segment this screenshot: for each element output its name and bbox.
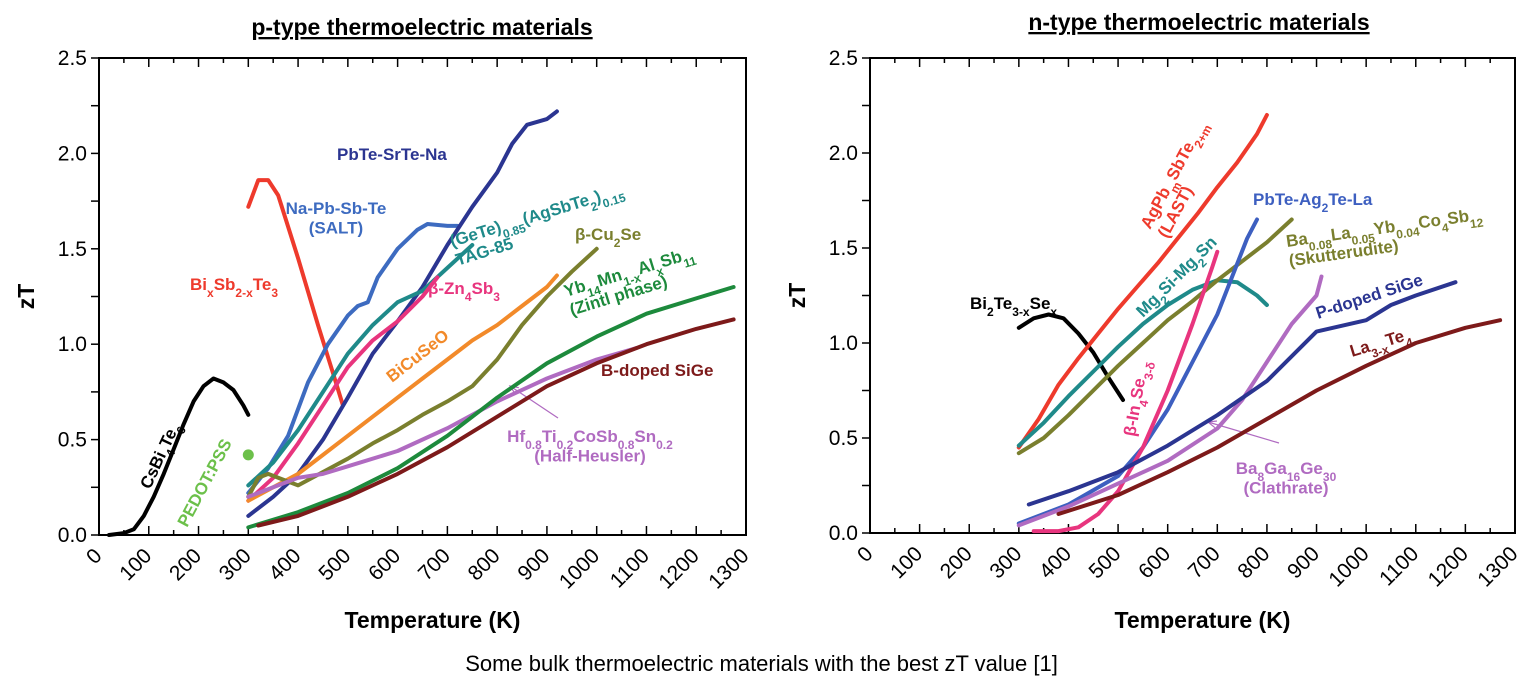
series-line-cu2se [246,246,599,499]
series-line-agpbmsbte2-m-last [1016,113,1269,450]
y-tick-label: 2.0 [58,142,87,165]
data-point-pedot-pss [242,449,254,461]
series-label-bixsb2-xte3: BixSb2-xTe3 [190,275,278,300]
series-line-hf0-8ti0-2cosb0-8sn0-2-half-heusler [246,346,639,499]
x-tick-label: 1000 [555,544,604,593]
x-tick-label: 700 [1184,542,1225,583]
x-tick-label: 1200 [1424,542,1473,591]
series-line-zn4sb3 [246,275,440,503]
series-label-b-doped-sige: B-doped SiGe [601,361,713,380]
x-tick-label: 400 [265,544,306,585]
figure-caption: Some bulk thermoelectric materials with … [465,651,1058,676]
series-line-pbte-srte-na [246,109,559,518]
series-line-b-doped-sige [256,317,736,528]
y-tick-label: 1.5 [58,238,87,261]
series-line-p-doped-sige [1026,280,1458,507]
y-tick-label: 2.5 [58,47,87,70]
y-axis-label: zT [13,284,39,310]
series-label-pedot-pss: PEDOT:PSS [174,436,236,530]
x-tick-label: 0 [82,544,107,569]
x-tick-label: 300 [985,542,1026,583]
x-tick-label: 300 [215,544,256,585]
y-tick-label: 0.5 [58,429,87,452]
series-line-bixsb2-xte3 [246,178,345,408]
p-type-chart: p-type thermoelectric materials 0 100 200 30… [13,14,754,633]
series-label-bicuseo: BiCuSeO [383,326,453,386]
series-label-pbte-srte-na: PbTe-SrTe-Na [337,145,447,164]
x-tick-label: 700 [414,544,455,585]
y-tick-label: 1.0 [58,333,87,356]
n-type-chart: n-type thermoelectric materials 0 100 200 30… [784,9,1523,633]
series-label-yb14mn1-xalxsb11-zintl-phase: Yb14Mn1-xAlxSb11(Zintl phase) [562,243,703,319]
x-tick-label: 1100 [1375,542,1423,590]
series-line-na-pb-sb-te-salt [246,222,460,495]
chart-title: n-type thermoelectric materials [1028,9,1369,35]
y-tick-label: 1.5 [829,237,858,260]
series-label-hf0-8ti0-2cosb0-8sn0-2-half-heusler: Hf0.8Ti0.2CoSb0.8Sn0.2 (Half-Heusler) [507,427,673,466]
x-tick-label: 1100 [606,544,654,592]
series-line-ba8ga16ge30-clathrate [1016,274,1324,528]
y-axis-label: zT [784,283,810,309]
series-line-bi2te3-xsex [1016,312,1125,402]
x-tick-label: 200 [165,544,206,585]
series-label-pbte-ag2te-la: PbTe-Ag2Te-La [1253,190,1373,215]
annotation-arrow [509,385,559,419]
x-tick-label: 900 [513,544,554,585]
x-tick-label: 600 [364,544,405,585]
series-label-ba0-08la0-05yb0-04co4sb12-skutterudite: Ba0.08La0.05Yb0.04Co4Sb12(Skutterudite) [1285,205,1487,271]
y-tick-label: 0.0 [58,524,87,547]
x-axis-label: Temperature (K) [345,607,521,633]
x-tick-label: 800 [464,544,505,585]
series-label-zn4sb3: β-Zn4Sb3 [428,279,500,304]
x-tick-label: 500 [314,544,355,585]
series-line-bicuseo [246,273,559,503]
series-label-csbi4te6: CsBi4Te6 [136,419,189,494]
x-tick-label: 0 [853,542,878,567]
y-tick-label: 2.5 [829,47,858,70]
x-axis-label: Temperature (K) [1115,607,1291,633]
series-label-na-pb-sb-te-salt: Na-Pb-Sb-Te (SALT) [286,199,387,238]
x-tick-label: 400 [1035,542,1076,583]
series-line-mg2si-mg2sn [1016,278,1269,448]
x-tick-label: 900 [1283,542,1324,583]
x-tick-label: 500 [1085,542,1126,583]
y-tick-label: 2.0 [829,142,858,165]
series-line-pbte-ag2te-la [1016,217,1259,526]
series-label-agpbmsbte2-m-last: AgPbmSbTe2+m(LAST) [1137,117,1227,241]
y-tick-label: 0.0 [829,522,858,545]
x-tick-label: 1300 [704,544,753,593]
series-line-in4se3 [1031,249,1220,534]
series-label-bi2te3-xsex: Bi2Te3-xSex [970,294,1057,319]
x-tick-label: 800 [1233,542,1274,583]
x-tick-label: 100 [115,544,156,585]
series-label-cu2se: β-Cu2Se [575,225,641,250]
series-line-yb14mn1-xalxsb11-zintl-phase [246,285,736,530]
series-line-ba0-08la0-05yb0-04co4sb12-skutterudite [1016,217,1294,456]
x-tick-label: 1000 [1324,542,1373,591]
chart-title: p-type thermoelectric materials [251,14,592,40]
x-tick-label: 1300 [1473,542,1522,591]
x-tick-label: 200 [936,542,977,583]
x-tick-label: 600 [1134,542,1175,583]
y-tick-label: 1.0 [829,332,858,355]
series-line-csbi4te6 [107,376,251,537]
series-label-ba8ga16ge30-clathrate: Ba8Ga16Ge30 (Clathrate) [1236,459,1337,498]
series-line-la3-xte4 [1056,318,1503,516]
y-tick-label: 0.5 [829,427,858,450]
x-tick-label: 1200 [654,544,703,593]
x-tick-label: 100 [886,542,927,583]
